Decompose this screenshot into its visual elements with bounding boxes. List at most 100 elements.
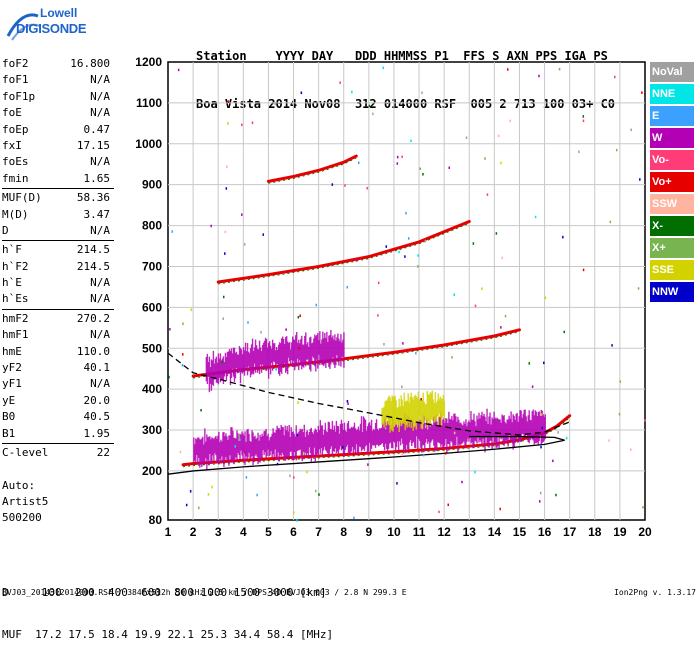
echo-spread [387,421,390,449]
echo-spread [347,420,350,453]
noise-point [289,474,291,478]
echo-spread [459,423,461,446]
echo-spread [431,390,434,421]
noise-point [182,322,184,326]
echo-spread [216,438,218,463]
echo-spread [223,361,226,377]
echo-spread [335,420,338,454]
noise-point [297,315,300,319]
legend-item: Vo- [650,150,694,170]
noise-point [641,91,643,94]
echo-spread [526,421,528,436]
echo-spread [225,357,228,381]
echo-spread [302,432,304,454]
echo-spread [507,419,509,447]
echo-spread [386,400,388,419]
echo-spread [339,341,341,362]
x-tick-label: 8 [340,525,347,539]
echo-spread [481,411,483,446]
echo-spread [242,433,244,461]
echo-spread [392,396,394,432]
echo-spread [482,416,484,439]
echo-spread [534,410,536,444]
echo-spread [267,343,270,379]
noise-point [347,402,349,406]
noise-point [424,239,426,243]
echo-spread [542,414,544,442]
param-row: foF1 N/A [2,72,114,88]
echo-spread [278,428,280,462]
noise-point [211,485,213,489]
echo-spread [439,396,442,418]
echo-spread [244,342,247,371]
echo-spread [266,436,268,456]
param-row: B0 40.5 [2,409,114,425]
echo-spread [247,428,249,458]
echo-spread [499,419,501,438]
echo-spread [436,400,439,417]
echo-spread [252,432,254,465]
noise-point [538,74,540,78]
echo-spread [389,397,391,433]
param-value: N/A [90,223,110,237]
noise-point [447,503,449,507]
echo-spread [427,394,429,422]
echo-spread [465,419,467,449]
echo-spread [521,417,523,435]
echo-spread [307,342,309,360]
noise-point [396,155,399,159]
echo-spread [412,399,414,431]
echo-spread [263,431,265,456]
param-name: foF1 [2,73,29,87]
noise-point [540,445,542,449]
x-tick-label: 18 [588,525,602,539]
echo-spread [222,432,224,462]
echo-spread [251,430,253,457]
noise-point [528,362,531,365]
y-tick-label: 200 [142,464,162,478]
param-name: h`F [2,243,22,257]
echo-spread [280,424,282,457]
file-info: BVJ03_2014312014000.RSF / 384fx512h 50 k… [2,588,407,597]
echo-spread [403,392,405,425]
echo-spread [314,334,316,367]
echo-spread [310,336,312,372]
echo-spread [215,435,217,456]
param-name: foEp [2,122,29,136]
noise-point [552,459,554,463]
echo-spread [337,426,340,454]
param-name: foF1p [2,89,36,103]
echo-spread [346,423,349,445]
noise-point [198,506,200,510]
noise-point [422,173,424,176]
echo-spread [413,396,415,428]
echo-spread [210,359,213,391]
echo-spread [317,332,319,369]
echo-spread [384,421,387,444]
param-value: N/A [90,377,110,391]
param-value: N/A [90,89,110,103]
echo-spread [265,428,267,459]
noise-point [481,287,483,290]
noise-point [171,230,173,233]
param-value: 16.800 [70,57,110,70]
echo-spread [430,393,433,420]
echo-spread [237,354,240,373]
legend-item: NNE [650,84,694,104]
echo-spread [487,424,489,444]
echo-spread [245,441,247,457]
param-row: MUF(D) 58.36 [2,190,114,206]
echo-spread [220,360,223,380]
x-tick-label: 3 [215,525,222,539]
echo-spread [194,444,196,461]
echo-trace [266,154,358,183]
echo-spread [543,416,545,441]
echo-spread [355,430,358,445]
param-value: N/A [90,328,110,342]
echo-spread [501,414,503,438]
echo-spread [308,346,310,364]
echo-spread [210,439,212,464]
noise-point [565,436,568,440]
echo-spread [391,395,393,431]
echo-spread [406,400,408,428]
